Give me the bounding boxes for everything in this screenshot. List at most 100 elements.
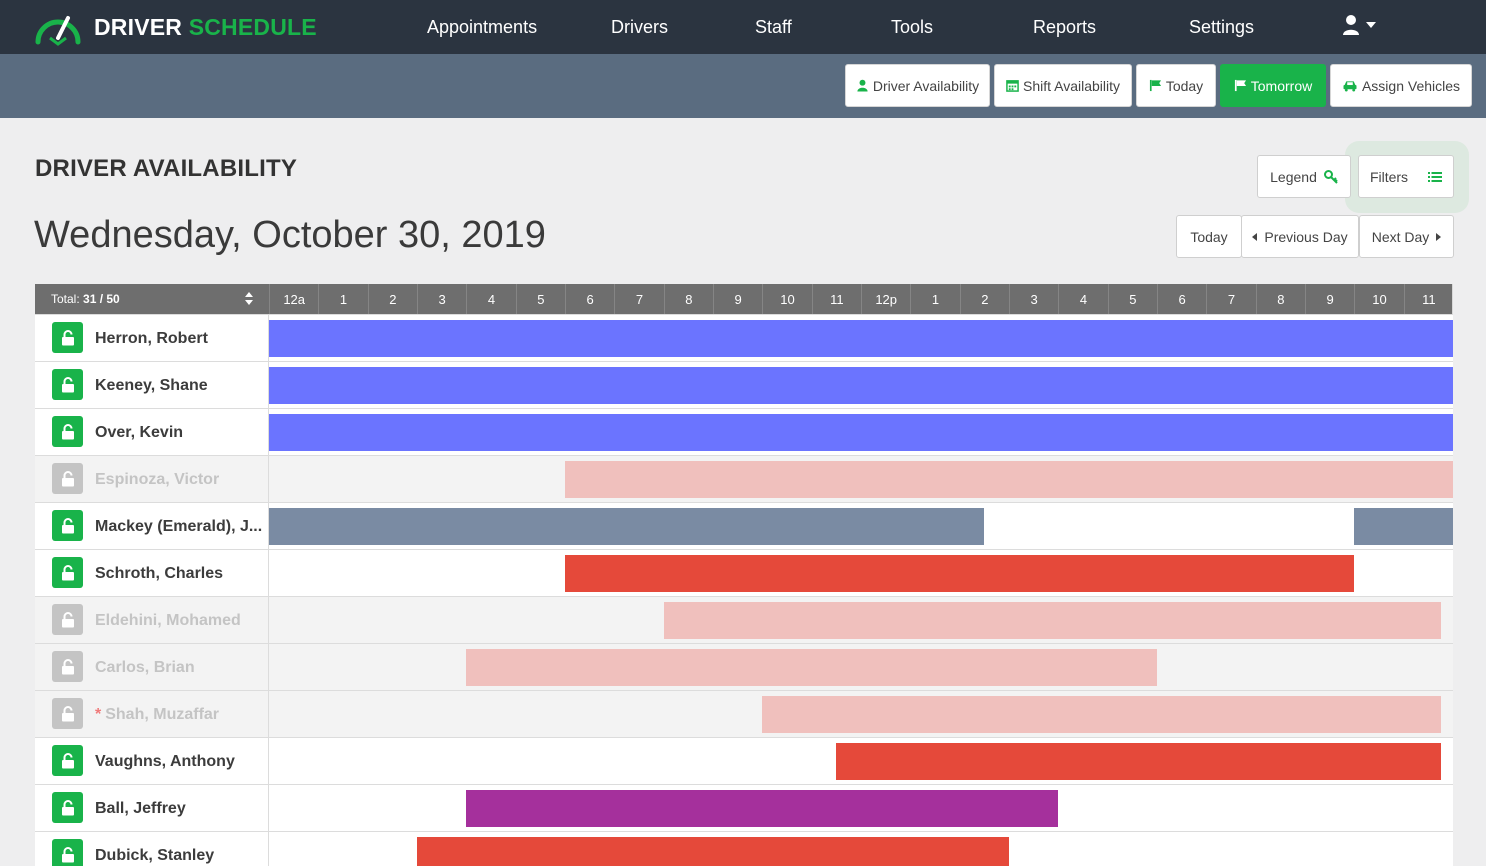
tomorrow-button[interactable]: Tomorrow [1220, 64, 1326, 107]
nav-drivers[interactable]: Drivers [611, 17, 668, 37]
availability-bar[interactable] [663, 602, 1441, 639]
user-icon [857, 79, 868, 92]
page-title: DRIVER AVAILABILITY [35, 155, 298, 182]
driver-name[interactable]: Espinoza, Victor [95, 471, 219, 489]
sort-icon[interactable] [245, 291, 253, 307]
total-count: Total: 31 / 50 [51, 292, 120, 306]
legend-label: Legend [1270, 168, 1317, 185]
driver-name-cell: Mackey (Emerald), J... [35, 503, 269, 549]
today-nav-button[interactable]: Today [1176, 215, 1242, 258]
flag-icon [1149, 79, 1161, 92]
unlock-icon [61, 470, 74, 486]
availability-bar[interactable] [269, 414, 1453, 451]
driver-name[interactable]: Vaughns, Anthony [95, 753, 235, 771]
lock-toggle[interactable] [52, 369, 83, 400]
hour-header: 5 [1107, 284, 1157, 314]
unlock-icon [61, 799, 74, 815]
hour-header: 6 [565, 284, 614, 314]
unlock-icon [61, 423, 74, 439]
unlock-icon [61, 846, 74, 862]
lock-toggle[interactable] [52, 651, 83, 682]
driver-name-cell: Eldehini, Mohamed [35, 597, 269, 643]
unlock-icon [61, 752, 74, 768]
driver-name[interactable]: Eldehini, Mohamed [95, 612, 241, 630]
button-label: Today [1165, 77, 1204, 94]
availability-bar[interactable] [565, 555, 1355, 592]
next-day-button[interactable]: Next Day [1359, 215, 1454, 258]
driver-name-cell: Herron, Robert [35, 315, 269, 361]
user-icon [1343, 15, 1359, 35]
driver-name-text: Shah, Muzaffar [105, 706, 220, 723]
button-label: Assign Vehicles [1361, 77, 1461, 94]
button-label: Driver Availability [872, 77, 980, 94]
filters-button[interactable]: Filters [1358, 155, 1454, 198]
hour-header: 2 [367, 284, 417, 314]
assign-vehicles-button[interactable]: Assign Vehicles [1330, 64, 1472, 107]
unlock-icon [61, 705, 74, 721]
availability-bar[interactable] [417, 837, 1009, 866]
driver-name-cell: Schroth, Charles [35, 550, 269, 596]
user-menu[interactable] [1342, 14, 1376, 36]
availability-bar[interactable] [565, 461, 1453, 498]
caret-right-icon [1436, 232, 1442, 241]
nav-tools[interactable]: Tools [891, 17, 934, 37]
driver-name[interactable]: Herron, Robert [95, 330, 208, 348]
availability-bar[interactable] [836, 743, 1441, 780]
lock-toggle[interactable] [52, 604, 83, 635]
driver-name[interactable]: Carlos, Brian [95, 659, 195, 677]
driver-name-cell: Ball, Jeffrey [35, 785, 269, 831]
previous-day-button[interactable]: Previous Day [1241, 215, 1359, 258]
availability-bar[interactable] [269, 508, 985, 545]
driver-name-cell: Vaughns, Anthony [35, 738, 269, 784]
today-button[interactable]: Today [1136, 64, 1216, 107]
driver-name[interactable]: * Shah, Muzaffar [95, 706, 219, 724]
driver-name-text: Herron, Robert [95, 330, 208, 347]
lock-toggle[interactable] [52, 557, 83, 588]
hour-header: 1 [318, 284, 367, 314]
hour-header: 1 [910, 284, 959, 314]
driver-row: Eldehini, Mohamed [35, 596, 1453, 643]
lock-toggle[interactable] [52, 510, 83, 541]
driver-name[interactable]: Keeney, Shane [95, 377, 208, 395]
asterisk-icon: * [95, 706, 102, 723]
lock-toggle[interactable] [52, 698, 83, 729]
driver-name[interactable]: Over, Kevin [95, 424, 183, 442]
availability-bar[interactable] [762, 696, 1441, 733]
lock-toggle[interactable] [52, 839, 83, 866]
availability-bar[interactable] [269, 367, 1453, 404]
lock-toggle[interactable] [52, 792, 83, 823]
previous-day-label: Previous Day [1264, 228, 1348, 245]
driver-name[interactable]: Ball, Jeffrey [95, 800, 186, 818]
legend-button[interactable]: Legend [1257, 155, 1351, 198]
filters-label: Filters [1369, 168, 1409, 185]
lock-toggle[interactable] [52, 416, 83, 447]
hour-header: 10 [762, 284, 811, 314]
driver-row: Over, Kevin [35, 408, 1453, 455]
driver-name-text: Over, Kevin [95, 424, 184, 441]
nav-reports[interactable]: Reports [1033, 17, 1097, 37]
hour-header: 12p [861, 284, 910, 314]
lock-toggle[interactable] [52, 745, 83, 776]
driver-name[interactable]: Dubick, Stanley [95, 847, 214, 865]
driver-name-cell: Carlos, Brian [35, 644, 269, 690]
availability-bar[interactable] [269, 320, 1453, 357]
hour-header: 3 [1009, 284, 1058, 314]
driver-row: Dubick, Stanley [35, 831, 1453, 866]
driver-name[interactable]: Mackey (Emerald), J... [95, 518, 262, 536]
nav-settings[interactable]: Settings [1189, 17, 1255, 37]
nav-staff[interactable]: Staff [755, 17, 792, 37]
availability-bar[interactable] [466, 790, 1059, 827]
driver-row: Carlos, Brian [35, 643, 1453, 690]
lock-toggle[interactable] [52, 463, 83, 494]
availability-bar[interactable] [1354, 508, 1453, 545]
availability-bar[interactable] [466, 649, 1157, 686]
car-icon [1343, 81, 1357, 92]
brand-logo[interactable]: DRIVER SCHEDULE [32, 8, 317, 46]
driver-name-text: Espinoza, Victor [95, 471, 220, 488]
driver-availability-button[interactable]: Driver Availability [845, 64, 990, 107]
driver-name[interactable]: Schroth, Charles [95, 565, 223, 583]
shift-availability-button[interactable]: Shift Availability [994, 64, 1132, 107]
nav-appointments[interactable]: Appointments [427, 17, 538, 37]
lock-toggle[interactable] [52, 322, 83, 353]
hour-header: 11 [1403, 284, 1453, 314]
